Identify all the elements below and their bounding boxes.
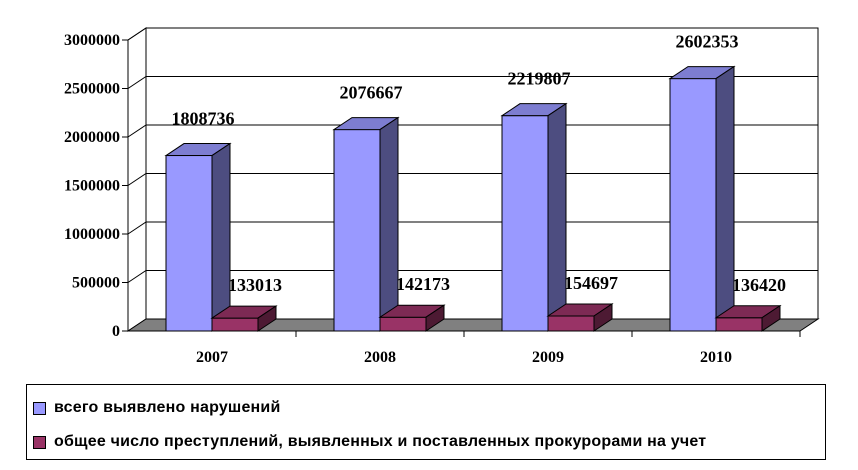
- bar-side: [257, 305, 277, 332]
- data-label: 136420: [732, 275, 786, 295]
- x-tick-label: 2007: [196, 349, 228, 366]
- bar-chart: 0 500000 1000000 1500000 2000000 2500000 30000…: [64, 27, 820, 366]
- legend-swatch-crimes-registered: [33, 435, 46, 449]
- gridline: [127, 270, 818, 283]
- gridline: [127, 124, 818, 138]
- bar: [501, 115, 549, 332]
- y-tick-label: 1500000: [64, 178, 120, 195]
- bar-side: [593, 303, 613, 332]
- legend-item-total-violations: всего выявлено нарушений: [33, 396, 281, 420]
- gridline: [127, 173, 818, 186]
- y-tick-label: 500000: [72, 275, 120, 292]
- y-tick-label: 0: [112, 323, 120, 340]
- legend-swatch-total-violations: [33, 401, 46, 415]
- gridline: [127, 221, 818, 235]
- bar: [547, 315, 595, 332]
- data-label: 2076667: [340, 83, 403, 103]
- bar: [333, 129, 381, 332]
- legend-label-crimes-registered: общее число преступлений, выявленных и п…: [54, 433, 707, 450]
- bar-side: [761, 304, 781, 332]
- y-tick-label: 3000000: [64, 32, 120, 49]
- data-label: 142173: [396, 274, 450, 294]
- gridline: [127, 76, 818, 89]
- y-tick-label: 2000000: [64, 129, 120, 146]
- gridline: [127, 27, 818, 41]
- data-label: 2219807: [508, 69, 571, 89]
- legend: всего выявлено нарушений общее число пре…: [26, 384, 826, 460]
- data-label: 154697: [564, 273, 618, 293]
- bar: [669, 78, 717, 332]
- x-tick-label: 2008: [364, 349, 396, 366]
- x-tick-label: 2009: [532, 349, 564, 366]
- x-tick-label: 2010: [700, 349, 732, 366]
- data-label: 1808736: [172, 109, 235, 129]
- data-label: 2602353: [676, 32, 739, 52]
- bar: [379, 316, 427, 332]
- legend-label-total-violations: всего выявлено нарушений: [54, 399, 281, 416]
- data-label: 133013: [228, 275, 282, 295]
- y-tick-label: 1000000: [64, 226, 120, 243]
- bar: [165, 155, 213, 332]
- bar-side: [211, 142, 231, 332]
- bar-side: [425, 304, 445, 332]
- bar-side: [379, 116, 399, 332]
- y-tick-label: 2500000: [64, 81, 120, 98]
- bar: [211, 317, 259, 332]
- legend-item-crimes-registered: общее число преступлений, выявленных и п…: [33, 430, 706, 454]
- bar: [715, 317, 763, 332]
- bar-side: [547, 102, 567, 332]
